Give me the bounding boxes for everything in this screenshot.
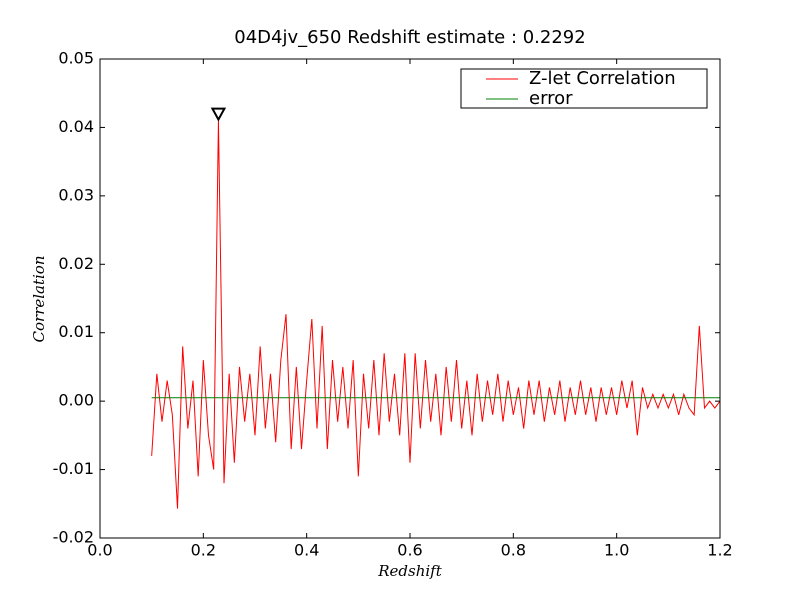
- legend-box: [460, 68, 708, 109]
- x-tick-label: 1.0: [604, 541, 629, 560]
- x-axis-label: Redshift: [377, 562, 442, 580]
- y-tick-label: 0.02: [58, 254, 94, 273]
- x-tick-label: 0.4: [294, 541, 319, 560]
- peak-marker: [210, 107, 227, 122]
- y-tick-label: 0.05: [58, 49, 94, 68]
- y-tick-label: 0.03: [58, 185, 94, 204]
- y-tick-label: 0.01: [58, 322, 94, 341]
- x-tick-label: 0.2: [191, 541, 216, 560]
- y-tick-label: 0.00: [58, 391, 94, 410]
- data-line: [151, 120, 721, 509]
- y-axis-label: Correlation: [30, 256, 48, 343]
- x-tick-label: 0.6: [397, 541, 422, 560]
- legend-label: Z-let Correlation: [529, 68, 676, 89]
- chart-title: 04D4jv_650 Redshift estimate : 0.2292: [234, 27, 585, 48]
- y-tick-label: 0.04: [58, 117, 94, 136]
- legend-label: error: [529, 88, 573, 109]
- x-tick-label: 0.0: [87, 541, 112, 560]
- y-tick-label: -0.01: [53, 459, 94, 478]
- x-tick-label: 0.8: [501, 541, 526, 560]
- y-tick-label: -0.02: [53, 528, 94, 547]
- x-tick-label: 1.2: [707, 541, 732, 560]
